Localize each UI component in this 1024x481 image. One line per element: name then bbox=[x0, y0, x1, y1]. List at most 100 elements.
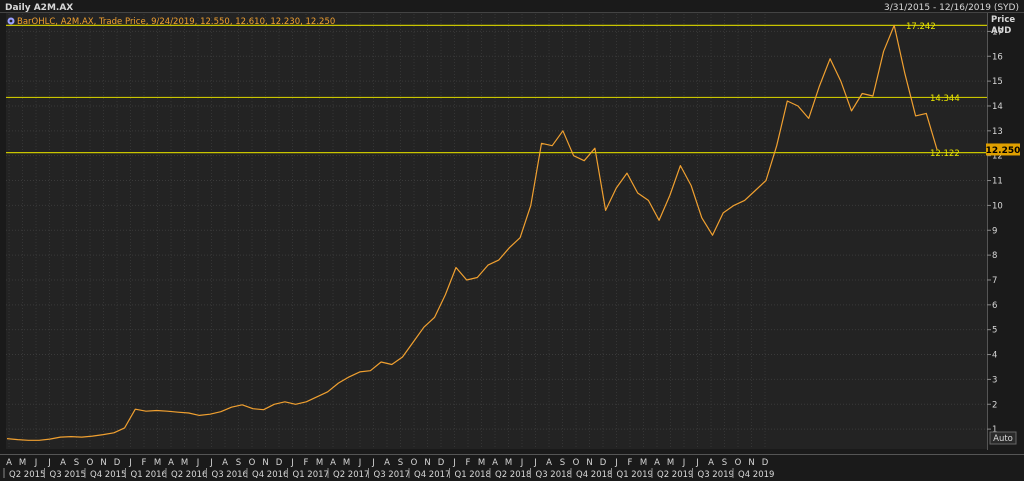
x-month-label: D bbox=[276, 458, 283, 468]
x-month-label: A bbox=[6, 458, 12, 468]
x-month-label: A bbox=[546, 458, 552, 468]
x-month-label: J bbox=[533, 458, 537, 468]
x-month-label: M bbox=[640, 458, 647, 468]
x-month-label: O bbox=[411, 458, 418, 468]
x-quarter-label: Q1 2018 bbox=[455, 470, 491, 480]
reference-line-label: 14.344 bbox=[930, 94, 960, 104]
x-quarter-label: Q2 2018 bbox=[495, 470, 531, 480]
x-quarter-label: Q3 2015 bbox=[50, 470, 86, 480]
auto-scale-button[interactable]: Auto bbox=[990, 432, 1016, 444]
x-month-label: N bbox=[586, 458, 592, 468]
y-tick-label: 9 bbox=[992, 226, 997, 236]
x-quarter-label: Q3 2018 bbox=[536, 470, 572, 480]
x-month-label: F bbox=[142, 458, 147, 468]
x-quarter-label: Q4 2016 bbox=[252, 470, 288, 480]
y-tick-label: 6 bbox=[992, 301, 997, 311]
x-month-label: N bbox=[424, 458, 430, 468]
x-month-label: M bbox=[181, 458, 188, 468]
y-tick-label: 10 bbox=[992, 201, 1003, 211]
reference-line-label: 12.122 bbox=[930, 149, 960, 159]
settings-gear-icon[interactable] bbox=[8, 18, 15, 25]
x-month-label: S bbox=[398, 458, 403, 468]
x-month-label: D bbox=[600, 458, 607, 468]
last-price-label: 12.250 bbox=[986, 146, 1021, 156]
x-month-label: M bbox=[478, 458, 485, 468]
x-month-label: O bbox=[735, 458, 742, 468]
chart-title: Daily A2M.AX bbox=[5, 3, 73, 13]
y-tick-label: 3 bbox=[992, 375, 997, 385]
x-month-label: M bbox=[19, 458, 26, 468]
y-tick-label: 5 bbox=[992, 326, 997, 336]
x-month-label: J bbox=[371, 458, 375, 468]
y-tick-label: 4 bbox=[992, 351, 997, 361]
x-month-label: J bbox=[358, 458, 362, 468]
x-month-label: J bbox=[196, 458, 200, 468]
x-month-label: F bbox=[304, 458, 309, 468]
x-month-label: D bbox=[114, 458, 121, 468]
x-quarter-label: Q4 2019 bbox=[738, 470, 774, 480]
x-month-label: J bbox=[34, 458, 38, 468]
x-quarter-label: Q3 2017 bbox=[374, 470, 410, 480]
plot-area[interactable] bbox=[6, 13, 988, 449]
x-month-label: J bbox=[520, 458, 524, 468]
date-range-label: 3/31/2015 - 12/16/2019 (SYD) bbox=[884, 3, 1019, 13]
x-month-label: O bbox=[87, 458, 94, 468]
x-month-label: N bbox=[100, 458, 106, 468]
x-month-label: S bbox=[722, 458, 727, 468]
x-month-label: F bbox=[628, 458, 633, 468]
y-tick-label: 16 bbox=[992, 52, 1003, 62]
y-tick-label: 7 bbox=[992, 276, 997, 286]
x-month-label: M bbox=[316, 458, 323, 468]
x-month-label: A bbox=[384, 458, 390, 468]
y-tick-label: 14 bbox=[992, 102, 1003, 112]
x-month-label: O bbox=[249, 458, 256, 468]
x-month-label: J bbox=[452, 458, 456, 468]
x-month-label: J bbox=[695, 458, 699, 468]
x-month-label: F bbox=[466, 458, 471, 468]
x-month-label: N bbox=[748, 458, 754, 468]
x-month-label: S bbox=[236, 458, 241, 468]
x-month-label: J bbox=[128, 458, 132, 468]
y-tick-label: 17 bbox=[992, 27, 1003, 37]
x-month-label: M bbox=[667, 458, 674, 468]
x-quarter-label: Q4 2017 bbox=[414, 470, 450, 480]
x-month-label: A bbox=[654, 458, 660, 468]
y-tick-label: 2 bbox=[992, 400, 997, 410]
x-quarter-label: Q2 2017 bbox=[333, 470, 369, 480]
y-axis-title-price: Price bbox=[991, 15, 1015, 25]
x-quarter-label: Q2 2015 bbox=[9, 470, 45, 480]
reference-line-label: 17.242 bbox=[906, 22, 936, 32]
x-month-label: A bbox=[708, 458, 714, 468]
x-month-label: N bbox=[262, 458, 268, 468]
y-tick-label: 13 bbox=[992, 127, 1003, 137]
x-month-label: M bbox=[154, 458, 161, 468]
x-month-label: O bbox=[573, 458, 580, 468]
x-quarter-label: Q3 2016 bbox=[212, 470, 248, 480]
x-month-label: A bbox=[492, 458, 498, 468]
x-quarter-label: Q1 2017 bbox=[293, 470, 329, 480]
y-tick-label: 15 bbox=[992, 77, 1003, 87]
x-quarter-label: Q2 2016 bbox=[171, 470, 207, 480]
x-month-label: D bbox=[762, 458, 769, 468]
x-quarter-label: Q2 2019 bbox=[657, 470, 693, 480]
y-tick-label: 11 bbox=[992, 177, 1003, 187]
last-price-marker: 12.250 bbox=[986, 143, 1021, 156]
x-month-label: M bbox=[505, 458, 512, 468]
y-tick-label: 8 bbox=[992, 251, 997, 261]
x-month-label: A bbox=[222, 458, 228, 468]
x-month-label: A bbox=[168, 458, 174, 468]
x-month-label: S bbox=[74, 458, 79, 468]
x-quarter-label: Q1 2019 bbox=[617, 470, 653, 480]
x-month-label: J bbox=[682, 458, 686, 468]
x-month-label: J bbox=[47, 458, 51, 468]
x-month-label: S bbox=[560, 458, 565, 468]
x-month-label: A bbox=[60, 458, 66, 468]
x-quarter-label: Q3 2019 bbox=[698, 470, 734, 480]
x-month-label: M bbox=[343, 458, 350, 468]
x-axis-quarter-labels: Q2 2015 Q3 2015 Q4 2015 Q1 2016 Q2 2016 Q3 20… bbox=[4, 468, 774, 480]
x-month-label: J bbox=[209, 458, 213, 468]
x-month-label: A bbox=[330, 458, 336, 468]
auto-scale-label: Auto bbox=[993, 434, 1013, 444]
